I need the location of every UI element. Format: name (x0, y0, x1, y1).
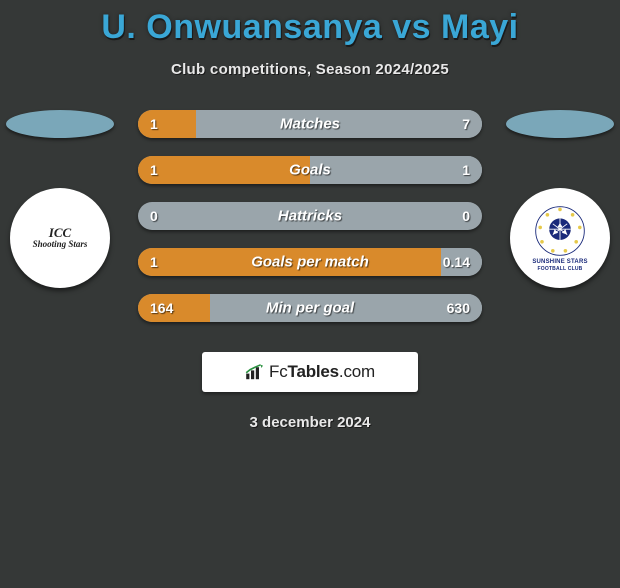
stat-label: Hattricks (138, 208, 482, 225)
stat-bar-row: 00Hattricks (138, 202, 482, 230)
comparison-panel: ICCShooting Stars (0, 110, 620, 330)
player-right-column: SUNSHINE STARS FOOTBALL CLUB (500, 110, 620, 288)
player-right-flag (506, 110, 614, 138)
player-left-column: ICCShooting Stars (0, 110, 120, 288)
club-left-label: ICCShooting Stars (33, 226, 88, 250)
player-right-club-badge: SUNSHINE STARS FOOTBALL CLUB (510, 188, 610, 288)
player-left-flag (6, 110, 114, 138)
stat-label: Matches (138, 116, 482, 133)
stat-bar-row: 11Goals (138, 156, 482, 184)
player-left-club-badge: ICCShooting Stars (10, 188, 110, 288)
stat-bar-row: 10.14Goals per match (138, 248, 482, 276)
stat-label: Goals (138, 162, 482, 179)
stat-label: Goals per match (138, 254, 482, 271)
subtitle: Club competitions, Season 2024/2025 (0, 61, 620, 78)
chart-icon (245, 364, 265, 380)
date-line: 3 december 2024 (0, 414, 620, 431)
stat-bar-row: 17Matches (138, 110, 482, 138)
club-right-label: SUNSHINE STARS FOOTBALL CLUB (520, 198, 600, 278)
stat-bar-row: 164630Min per goal (138, 294, 482, 322)
stat-label: Min per goal (138, 300, 482, 317)
brand-badge[interactable]: FcTables.com (202, 352, 418, 392)
stat-bars: 17Matches 11Goals 00Hattricks 10.14Goals pe… (138, 110, 482, 322)
brand-text: FcTables.com (269, 362, 375, 382)
page-title: U. Onwuansanya vs Mayi (0, 8, 620, 47)
